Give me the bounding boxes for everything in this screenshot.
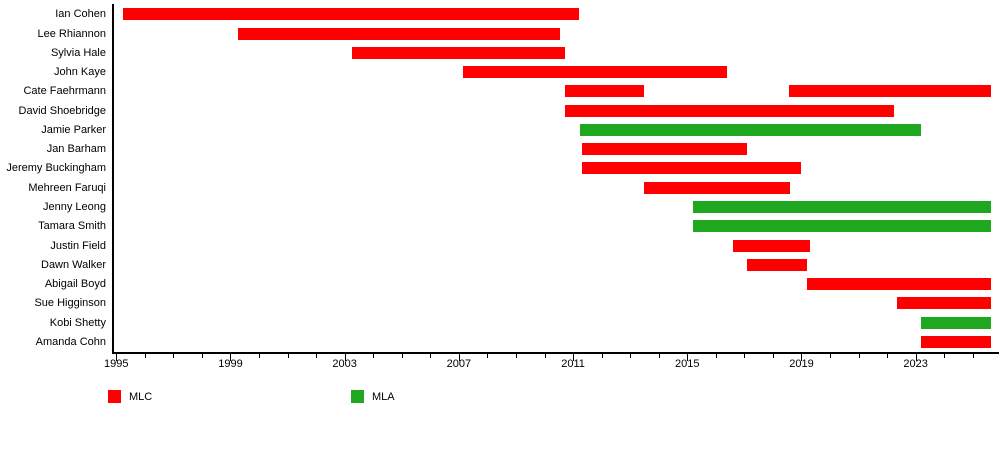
member-name: John Kaye xyxy=(54,66,106,79)
term-bar-mlc xyxy=(644,181,791,194)
term-bar-mlc xyxy=(237,27,561,40)
x-axis-tick-label: 2007 xyxy=(446,358,472,370)
x-axis-minor-tick xyxy=(373,353,375,358)
term-bar-mlc xyxy=(581,162,802,175)
x-axis-minor-tick xyxy=(401,353,403,358)
x-axis-tick-label: 1999 xyxy=(218,358,243,370)
x-axis-tick-label: 2015 xyxy=(675,358,700,370)
x-axis-tick-label: 1995 xyxy=(104,358,129,370)
member-name: Mehreen Faruqi xyxy=(28,181,106,194)
member-name: Justin Field xyxy=(50,239,106,252)
term-bar-mlc xyxy=(747,258,808,271)
member-name: Abigail Boyd xyxy=(44,278,106,291)
x-axis-minor-tick xyxy=(744,353,746,358)
x-axis-minor-tick xyxy=(887,353,889,358)
term-bar-mlc xyxy=(921,335,992,348)
x-axis-minor-tick xyxy=(715,353,717,358)
term-bar-mla xyxy=(692,220,992,233)
legend-swatch-mlc xyxy=(108,390,121,403)
member-name: Jeremy Buckingham xyxy=(6,162,106,175)
x-axis-minor-tick xyxy=(858,353,860,358)
x-axis-minor-tick xyxy=(487,353,489,358)
term-bar-mlc xyxy=(564,104,895,117)
x-axis-major-tick xyxy=(573,353,575,361)
term-bar-mlc xyxy=(897,297,992,310)
x-axis-minor-tick xyxy=(972,353,974,358)
x-axis-minor-tick xyxy=(515,353,517,358)
member-name: Amanda Cohn xyxy=(35,335,106,348)
x-axis-minor-tick xyxy=(316,353,318,358)
member-name: Cate Faehrmann xyxy=(23,85,106,98)
x-axis-tick-label: 2023 xyxy=(903,358,928,370)
member-name: Dawn Walker xyxy=(41,258,106,271)
x-axis-minor-tick xyxy=(430,353,432,358)
x-axis-minor-tick xyxy=(544,353,546,358)
x-axis-minor-tick xyxy=(201,353,203,358)
x-axis-minor-tick xyxy=(630,353,632,358)
x-axis-line xyxy=(112,352,999,354)
x-axis-minor-tick xyxy=(259,353,261,358)
member-name: Tamara Smith xyxy=(38,220,106,233)
x-axis-minor-tick xyxy=(144,353,146,358)
x-axis-minor-tick xyxy=(287,353,289,358)
member-name: Kobi Shetty xyxy=(49,316,106,329)
member-name: Sue Higginson xyxy=(34,297,106,310)
x-axis-minor-tick xyxy=(944,353,946,358)
x-axis-tick-label: 2003 xyxy=(332,358,357,370)
term-bar-mla xyxy=(692,201,992,213)
term-bar-mla xyxy=(921,316,992,329)
x-axis-minor-tick xyxy=(772,353,774,358)
member-name: Ian Cohen xyxy=(55,8,106,21)
term-bar-mla xyxy=(580,123,922,136)
member-name: Jenny Leong xyxy=(43,201,106,213)
term-bar-mlc xyxy=(463,66,728,79)
member-name: Jan Barham xyxy=(46,143,106,156)
term-bar-mlc xyxy=(123,8,579,21)
x-axis-minor-tick xyxy=(601,353,603,358)
member-name: Lee Rhiannon xyxy=(37,27,106,40)
term-bar-mlc xyxy=(807,278,992,291)
x-axis-major-tick xyxy=(230,353,232,361)
member-name: David Shoebridge xyxy=(18,104,106,117)
member-name: Jamie Parker xyxy=(41,123,106,136)
x-axis-minor-tick xyxy=(658,353,660,358)
x-axis-minor-tick xyxy=(173,353,175,358)
legend-label-mla: MLA xyxy=(372,391,395,403)
x-axis-major-tick xyxy=(801,353,803,361)
member-name: Sylvia Hale xyxy=(50,46,106,59)
term-bar-mlc xyxy=(732,239,811,252)
x-axis-major-tick xyxy=(344,353,346,361)
x-axis-tick-label: 2019 xyxy=(789,358,814,370)
term-bar-mlc xyxy=(351,46,565,59)
term-bar-mlc xyxy=(581,143,748,156)
x-axis-tick-label: 2011 xyxy=(561,358,585,370)
legend-swatch-mla xyxy=(351,390,364,403)
term-bar-mlc xyxy=(788,85,992,98)
legend-label-mlc: MLC xyxy=(129,391,153,403)
x-axis-major-tick xyxy=(687,353,689,361)
y-axis-line xyxy=(112,4,114,352)
x-axis-major-tick xyxy=(915,353,917,361)
x-axis-minor-tick xyxy=(830,353,832,358)
term-bar-mlc xyxy=(564,85,645,98)
x-axis-major-tick xyxy=(116,353,118,361)
x-axis-major-tick xyxy=(458,353,460,361)
